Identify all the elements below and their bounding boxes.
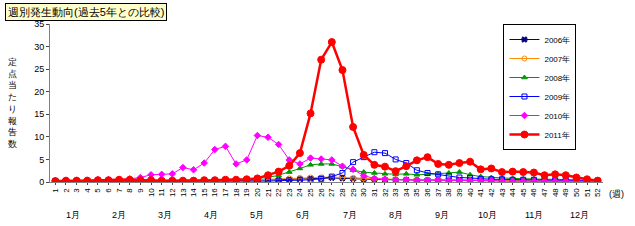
svg-text:11: 11: [157, 188, 166, 197]
svg-text:12: 12: [168, 188, 177, 197]
svg-text:38: 38: [444, 188, 453, 197]
svg-text:30: 30: [34, 42, 44, 52]
svg-text:42: 42: [487, 188, 496, 197]
svg-text:36: 36: [423, 188, 432, 197]
svg-text:0: 0: [39, 177, 44, 187]
svg-text:9月: 9月: [435, 210, 449, 220]
svg-text:14: 14: [189, 188, 198, 197]
svg-text:4: 4: [83, 188, 92, 193]
svg-text:3月: 3月: [158, 210, 172, 220]
svg-text:37: 37: [434, 188, 443, 197]
svg-text:5: 5: [93, 188, 102, 193]
svg-text:定点当たり報告数: 定点当たり報告数: [8, 57, 17, 149]
svg-text:43: 43: [498, 188, 507, 197]
svg-text:29: 29: [349, 188, 358, 197]
svg-text:30: 30: [359, 188, 368, 197]
svg-text:33: 33: [391, 188, 400, 197]
svg-text:27: 27: [327, 188, 336, 197]
svg-text:19: 19: [242, 188, 251, 197]
svg-text:7月: 7月: [343, 210, 357, 220]
svg-text:22: 22: [274, 188, 283, 197]
svg-text:2011年: 2011年: [544, 131, 569, 140]
svg-text:2010年: 2010年: [544, 112, 570, 121]
svg-text:15: 15: [200, 188, 209, 197]
svg-text:13: 13: [179, 188, 188, 197]
svg-text:5: 5: [39, 155, 44, 165]
svg-text:1: 1: [51, 188, 60, 193]
svg-text:46: 46: [529, 188, 538, 197]
svg-text:25: 25: [34, 64, 44, 74]
svg-text:51: 51: [583, 188, 592, 197]
svg-text:49: 49: [561, 188, 570, 197]
svg-text:8月: 8月: [389, 210, 403, 220]
svg-text:21: 21: [264, 188, 273, 197]
svg-text:5月: 5月: [250, 210, 264, 220]
svg-text:2: 2: [62, 188, 71, 193]
svg-text:45: 45: [519, 188, 528, 197]
svg-text:28: 28: [338, 188, 347, 197]
svg-text:31: 31: [370, 188, 379, 197]
svg-text:25: 25: [306, 188, 315, 197]
svg-text:17: 17: [221, 188, 230, 197]
svg-text:4月: 4月: [204, 210, 218, 220]
svg-text:44: 44: [508, 188, 517, 197]
svg-text:47: 47: [540, 188, 549, 197]
svg-text:11月: 11月: [525, 210, 543, 220]
svg-text:48: 48: [551, 188, 560, 197]
svg-text:20: 20: [34, 87, 44, 97]
svg-text:24: 24: [296, 188, 305, 197]
svg-text:10: 10: [147, 188, 156, 197]
svg-text:15: 15: [34, 109, 44, 119]
svg-text:6: 6: [104, 188, 113, 193]
svg-text:10月: 10月: [478, 210, 497, 220]
svg-text:26: 26: [317, 188, 326, 197]
svg-text:16: 16: [210, 188, 219, 197]
svg-text:52: 52: [593, 188, 602, 197]
svg-text:41: 41: [476, 188, 485, 197]
svg-text:20: 20: [253, 188, 262, 197]
svg-text:1月: 1月: [66, 210, 80, 220]
svg-text:2月: 2月: [112, 210, 126, 220]
svg-text:8: 8: [125, 188, 134, 193]
svg-text:(週): (週): [609, 189, 624, 199]
svg-text:35: 35: [34, 19, 44, 29]
svg-text:50: 50: [572, 188, 581, 197]
svg-text:2007年: 2007年: [544, 55, 570, 64]
svg-text:39: 39: [455, 188, 464, 197]
svg-text:2008年: 2008年: [544, 74, 570, 83]
svg-text:18: 18: [232, 188, 241, 197]
svg-text:週別発生動向(過去5年との比較): 週別発生動向(過去5年との比較): [8, 6, 164, 18]
svg-text:9: 9: [136, 188, 145, 193]
svg-text:35: 35: [412, 188, 421, 197]
svg-text:7: 7: [115, 188, 124, 193]
svg-text:10: 10: [34, 132, 44, 142]
svg-text:6月: 6月: [296, 210, 310, 220]
svg-text:32: 32: [381, 188, 390, 197]
svg-text:34: 34: [402, 188, 411, 197]
svg-text:40: 40: [466, 188, 475, 197]
svg-text:3: 3: [72, 188, 81, 193]
svg-text:2009年: 2009年: [544, 93, 570, 102]
svg-text:12月: 12月: [570, 210, 589, 220]
svg-text:2006年: 2006年: [544, 36, 570, 45]
svg-text:23: 23: [285, 188, 294, 197]
